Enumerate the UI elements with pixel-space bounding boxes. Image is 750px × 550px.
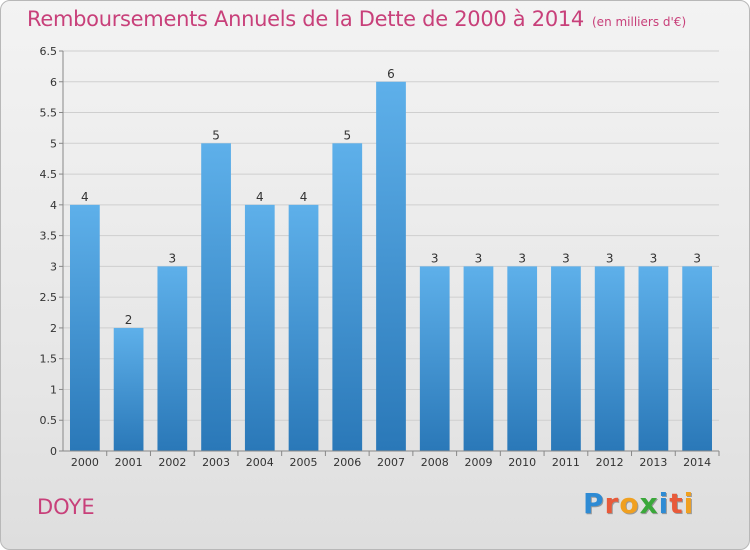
data-label: 3 bbox=[562, 251, 570, 265]
x-tick-label: 2000 bbox=[71, 456, 99, 469]
x-tick-label: 2011 bbox=[552, 456, 580, 469]
x-tick-label: 2012 bbox=[596, 456, 624, 469]
bar-2004 bbox=[244, 204, 275, 451]
data-label: 2 bbox=[125, 313, 133, 327]
bar-2011 bbox=[551, 266, 581, 451]
bar-2014 bbox=[682, 266, 713, 451]
y-tick-label: 2 bbox=[50, 322, 57, 335]
title-line: Remboursements Annuels de la Dette de 20… bbox=[27, 7, 686, 31]
bar-2013 bbox=[638, 266, 669, 451]
y-tick-label: 4 bbox=[50, 199, 57, 212]
y-tick-label: 6 bbox=[50, 76, 57, 89]
y-tick-label: 5 bbox=[50, 137, 57, 150]
axes bbox=[62, 51, 719, 452]
data-label: 3 bbox=[650, 251, 658, 265]
logo-letter: i bbox=[658, 487, 670, 520]
bar-2012 bbox=[594, 266, 625, 451]
y-tick-label: 1 bbox=[50, 383, 57, 396]
data-label: 4 bbox=[256, 190, 264, 204]
logo-letter: P bbox=[583, 487, 605, 520]
bars bbox=[69, 81, 713, 452]
x-tick-label: 2009 bbox=[464, 456, 492, 469]
data-label: 3 bbox=[475, 251, 483, 265]
data-label: 5 bbox=[212, 128, 220, 142]
chart-title: Remboursements Annuels de la Dette de 20… bbox=[27, 7, 584, 31]
data-label: 4 bbox=[300, 190, 308, 204]
y-tick-label: 2.5 bbox=[40, 291, 58, 304]
y-tick-label: 3 bbox=[50, 260, 57, 273]
data-label: 3 bbox=[693, 251, 701, 265]
x-tick-label: 2005 bbox=[290, 456, 318, 469]
y-axis-ticks: 0 0.5 1 1.5 2 2.5 3 3.5 4 4.5 5 5.5 6 6.5 bbox=[40, 45, 63, 458]
bar-2002 bbox=[157, 266, 188, 451]
x-tick-label: 2010 bbox=[508, 456, 536, 469]
bar-2000 bbox=[69, 204, 100, 451]
data-label: 3 bbox=[431, 251, 439, 265]
x-tick-label: 2008 bbox=[421, 456, 449, 469]
logo-letter: r bbox=[604, 487, 620, 520]
x-tick-label: 2014 bbox=[683, 456, 711, 469]
data-label: 3 bbox=[518, 251, 526, 265]
y-tick-label: 0 bbox=[50, 445, 57, 458]
y-tick-label: 0.5 bbox=[40, 414, 58, 427]
data-label: 5 bbox=[343, 128, 351, 142]
y-tick-label: 3.5 bbox=[40, 230, 58, 243]
x-tick-label: 2001 bbox=[115, 456, 143, 469]
data-labels: 4 2 3 5 4 4 5 6 3 3 3 3 3 3 3 bbox=[81, 67, 701, 327]
y-tick-label: 4.5 bbox=[40, 168, 58, 181]
logo-letter: x bbox=[639, 487, 659, 520]
data-label: 6 bbox=[387, 67, 395, 81]
y-tick-label: 6.5 bbox=[40, 45, 58, 58]
x-tick-label: 2004 bbox=[246, 456, 274, 469]
x-tick-label: 2013 bbox=[639, 456, 667, 469]
logo-letter: o bbox=[619, 487, 640, 520]
bar-2001 bbox=[113, 327, 144, 451]
x-axis-ticks: 2000 2001 2002 2003 2004 2005 2006 2007 2008 2009… bbox=[71, 451, 720, 469]
x-tick-label: 2007 bbox=[377, 456, 405, 469]
x-tick-label: 2006 bbox=[333, 456, 361, 469]
proxiti-logo: Proxiti bbox=[583, 487, 694, 520]
bar-2008 bbox=[419, 266, 450, 451]
data-label: 4 bbox=[81, 190, 89, 204]
data-label: 3 bbox=[606, 251, 614, 265]
logo-letter: t bbox=[669, 487, 684, 520]
bar-2010 bbox=[507, 266, 538, 451]
x-tick-label: 2002 bbox=[158, 456, 186, 469]
bar-2007 bbox=[376, 81, 406, 452]
y-tick-label: 5.5 bbox=[40, 107, 58, 120]
bar-2006 bbox=[332, 143, 363, 452]
bar-2005 bbox=[288, 204, 319, 451]
logo-letter: i bbox=[683, 487, 695, 520]
x-tick-label: 2003 bbox=[202, 456, 230, 469]
data-label: 3 bbox=[169, 251, 177, 265]
bar-2009 bbox=[463, 266, 494, 451]
unit-label: (en milliers d'€) bbox=[592, 15, 687, 29]
y-tick-label: 1.5 bbox=[40, 353, 58, 366]
bar-2003 bbox=[201, 143, 231, 452]
commune-name: DOYE bbox=[37, 495, 95, 519]
